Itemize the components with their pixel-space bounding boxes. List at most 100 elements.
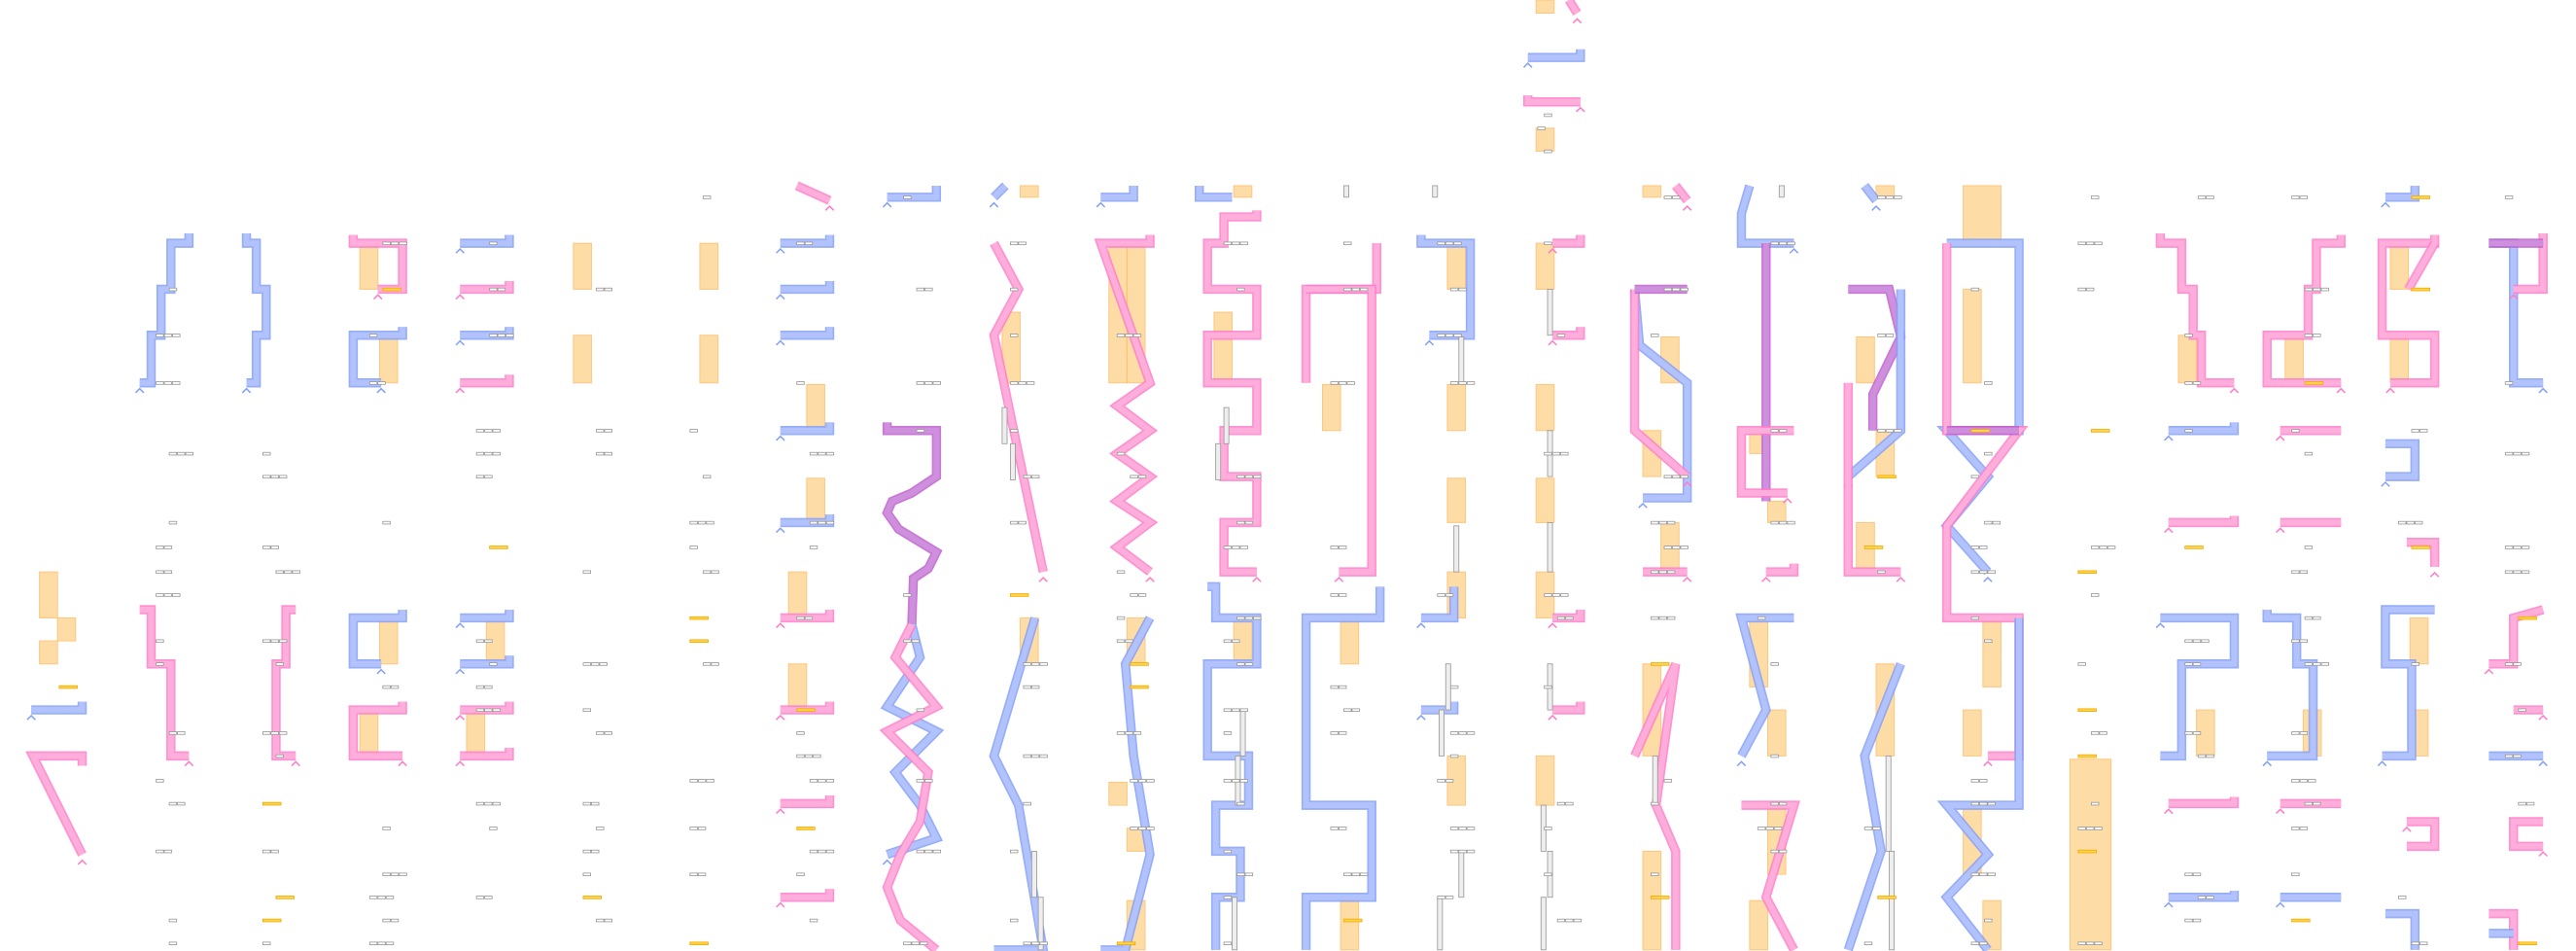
gray-marker xyxy=(2320,287,2330,292)
gold-marker xyxy=(2077,754,2097,758)
gray-marker xyxy=(1223,731,1233,735)
gray-marker xyxy=(262,451,271,456)
gray-marker xyxy=(582,872,592,877)
gray-marker xyxy=(924,287,933,292)
gold-marker xyxy=(2184,546,2204,549)
gray-marker xyxy=(599,662,608,666)
gray-marker xyxy=(168,287,178,292)
gray-marker xyxy=(177,801,186,806)
blue-path xyxy=(460,609,512,621)
blue-path-edge xyxy=(139,232,194,388)
gray-marker xyxy=(1359,287,1369,292)
gray-marker xyxy=(1132,334,1142,337)
blue-path xyxy=(1845,662,1904,951)
chevron-up-icon xyxy=(1761,576,1771,582)
gray-marker xyxy=(1232,708,1240,713)
gold-marker xyxy=(582,896,603,899)
chevron-up-icon xyxy=(1871,205,1881,211)
blue-path xyxy=(1420,701,1457,714)
pink-path xyxy=(2406,539,2438,568)
gray-marker xyxy=(2521,546,2530,549)
gray-marker xyxy=(262,731,271,735)
gray-marker xyxy=(924,779,933,783)
gray-marker xyxy=(1445,896,1454,899)
blue-path xyxy=(2385,910,2419,950)
gray-marker xyxy=(924,849,933,854)
gray-marker xyxy=(1116,334,1126,337)
gray-marker xyxy=(818,451,826,456)
gray-marker xyxy=(1116,639,1126,644)
gray-marker xyxy=(1894,429,1902,433)
gray-marker xyxy=(390,685,400,689)
gray-marker xyxy=(2299,639,2309,644)
gray-marker xyxy=(382,685,391,689)
gray-marker xyxy=(1458,287,1467,292)
gray-marker xyxy=(1009,520,1019,525)
gray-marker xyxy=(163,593,173,597)
gray-marker xyxy=(689,872,698,877)
gray-marker xyxy=(1885,195,1895,199)
gray-marker xyxy=(689,779,698,783)
chevron-up-icon xyxy=(776,527,785,534)
gray-marker xyxy=(1449,685,1459,689)
orange-block xyxy=(1766,709,1787,757)
gray-marker xyxy=(1544,872,1552,877)
gray-marker xyxy=(1979,546,1988,549)
chevron-up-icon xyxy=(2336,387,2347,394)
gray-marker xyxy=(582,662,592,666)
gray-marker xyxy=(1778,241,1788,246)
gray-marker xyxy=(818,779,826,783)
gray-marker xyxy=(168,941,178,946)
gray-marker xyxy=(492,429,502,433)
gray-marker xyxy=(156,849,164,854)
gray-marker xyxy=(1672,287,1681,292)
gray-marker xyxy=(382,827,391,830)
gray-marker xyxy=(1009,849,1019,854)
blue-path xyxy=(1100,616,1154,951)
gray-marker xyxy=(1666,616,1676,620)
gray-marker xyxy=(1556,334,1566,337)
gray-marker xyxy=(278,731,288,735)
gray-marker xyxy=(1236,616,1245,620)
gray-marker xyxy=(1137,827,1147,830)
gray-marker xyxy=(1437,593,1445,597)
orange-block xyxy=(1749,899,1768,951)
gold-marker xyxy=(2090,429,2110,433)
orange-block xyxy=(1982,616,2002,687)
gray-marker xyxy=(1970,779,1980,783)
gray-marker xyxy=(1223,546,1233,549)
gray-marker xyxy=(2411,941,2419,946)
chevron-up-icon xyxy=(2229,387,2240,394)
gray-marker xyxy=(2504,381,2514,385)
chevron-up-icon xyxy=(776,622,785,629)
gray-marker xyxy=(2313,287,2321,292)
blue-path xyxy=(780,327,833,338)
gray-marker xyxy=(1651,334,1659,337)
chevron-up-icon xyxy=(455,294,466,300)
gray-marker xyxy=(1330,546,1339,549)
pink-path xyxy=(460,280,512,293)
gray-marker xyxy=(1453,241,1462,246)
gray-marker xyxy=(399,241,407,246)
gray-marker xyxy=(2094,241,2103,246)
gray-marker xyxy=(1351,872,1360,877)
blue-path xyxy=(243,232,269,386)
gray-marker xyxy=(1877,334,1886,337)
gray-marker xyxy=(283,570,293,575)
gray-marker xyxy=(382,520,391,525)
chevron-up-icon xyxy=(2381,201,2390,208)
gray-marker xyxy=(278,475,288,479)
gray-marker xyxy=(1680,287,1688,292)
gold-marker xyxy=(1343,918,1363,923)
gray-marker xyxy=(932,381,941,385)
gray-marker xyxy=(492,451,502,456)
gold-marker xyxy=(262,918,282,923)
gray-marker xyxy=(1239,708,1249,713)
gold-marker xyxy=(796,708,816,713)
gray-marker xyxy=(1877,570,1886,575)
gray-marker xyxy=(275,570,284,575)
chevron-up-icon xyxy=(1416,622,1426,629)
chevron-up-icon xyxy=(291,760,301,767)
gray-marker xyxy=(1537,126,1546,130)
gray-marker xyxy=(1338,731,1347,735)
